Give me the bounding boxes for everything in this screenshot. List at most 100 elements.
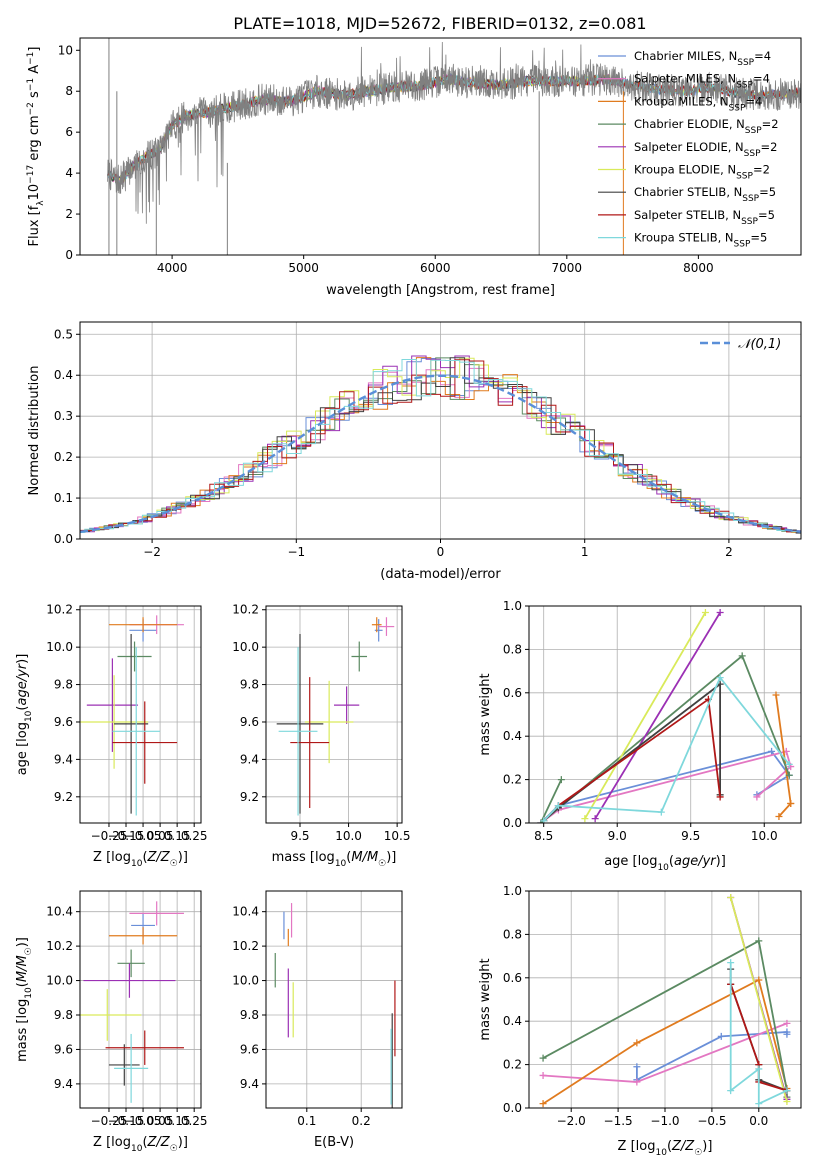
mass-weight-vs-metallicity-panel: −2.0 −1.5 −1.0 −0.5 0.0 0.0 0.2 0.4 0.6 0.8 1.0 Z [… [478,884,802,1158]
spectrum-plot-area [107,38,801,255]
histogram-plot-area [80,355,801,534]
y-tick-label: 9.4 [240,752,259,766]
legend-label: Chabrier ELODIE, NSSP=2 [634,117,779,136]
age-vs-mass-panel: 9.5 10.0 10.5 9.2 9.4 9.6 9.8 10.0 10.2 mass [log… [232,603,410,869]
y-tick-label: 1.0 [503,884,522,898]
plot-area [537,609,795,823]
x-tick-label: −0.5 [697,1114,726,1128]
plot-area [80,901,184,1103]
y-tick-label: 10.4 [46,905,73,919]
x-tick-label: −0.15 [108,829,145,843]
data-marker [727,894,735,902]
data-marker [768,747,776,755]
legend-label: Kroupa ELODIE, NSSP=2 [634,163,770,182]
x-axis-label: wavelength [Angstrom, rest frame] [326,283,555,298]
y-tick-label: 9.6 [240,715,259,729]
x-axis-label: Z [log10(Z/Z☉)] [618,1139,713,1158]
x-tick-label: 0.15 [164,829,191,843]
y-tick-label: 9.8 [54,678,73,692]
data-marker [753,793,761,801]
data-marker [633,1078,641,1086]
x-axis-label: Z [log10(Z/Z☉)] [93,850,188,869]
data-marker [783,1087,791,1095]
data-marker [717,1032,725,1040]
x-tick-label: 7000 [552,261,583,275]
spectrum-panel: 4000 5000 6000 7000 8000 0 2 4 6 8 10 wavelength [A… [26,37,802,298]
mass-weight-line-kroupa-miles [542,978,788,1105]
data-marker [581,815,589,823]
y-tick-label: 9.4 [54,752,73,766]
y-tick-label: 0.5 [54,327,73,341]
data-marker [591,815,599,823]
data-marker [657,808,665,816]
y-tick-label: 0 [65,248,73,262]
legend-label: Chabrier STELIB, NSSP=5 [634,185,776,204]
y-axis-label: Normed distribution [27,366,42,496]
y-tick-label: 10.2 [232,939,259,953]
x-tick-label: −0.15 [108,1114,145,1128]
axes-frame [265,890,403,1109]
mass-weight-line-kroupa-elodie [729,897,788,1102]
x-tick-label: 0.25 [181,829,208,843]
legend-label: Salpeter MILES, NSSP=4 [634,72,770,91]
x-tick-label: 4000 [157,261,188,275]
data-marker [539,1100,547,1108]
x-axis-label: mass [log10(M/M☉)] [272,850,397,869]
data-marker [755,1100,763,1108]
y-tick-label: 6 [65,125,73,139]
x-tick-label: 5000 [288,261,319,275]
mass-weight-line-chabrier-elodie [539,654,791,823]
y-tick-label: 0.0 [503,1101,522,1115]
x-tick-label: −0.05 [125,1114,162,1128]
y-tick-label: 0.8 [503,927,522,941]
data-marker [539,1071,547,1079]
x-tick-label: −1.0 [650,1114,679,1128]
x-tick-label: 1 [581,545,589,559]
mass-weight-line-salpeter-miles [540,750,792,823]
data-marker [554,802,562,810]
y-tick-label: 10.0 [232,974,259,988]
x-tick-label: 6000 [420,261,451,275]
x-tick-label: 10.0 [335,829,362,843]
y-tick-label: 0.0 [54,532,73,546]
legend-label: Salpeter STELIB, NSSP=5 [634,208,775,227]
x-tick-label: 10.5 [384,829,411,843]
data-marker [755,1065,763,1073]
x-tick-label: 0.1 [297,1114,316,1128]
y-tick-label: 9.4 [240,1077,259,1091]
x-tick-label: −0.05 [125,829,162,843]
y-tick-label: 9.4 [54,1077,73,1091]
x-tick-label: 0.05 [147,829,174,843]
y-tick-label: 9.6 [54,1042,73,1056]
legend-label: Kroupa MILES, NSSP=4 [634,94,762,113]
histogram-salpeter-stelib [80,359,801,534]
y-tick-label: 9.8 [240,678,259,692]
legend-label: Salpeter ELODIE, NSSP=2 [634,140,777,159]
data-marker [755,976,763,984]
x-tick-label: 0 [437,545,445,559]
data-marker [716,674,724,682]
x-tick-label: 9.0 [608,829,627,843]
x-tick-label: −0.25 [91,829,128,843]
data-marker [783,1097,791,1105]
data-marker [633,1063,641,1071]
y-tick-label: 9.2 [240,790,259,804]
y-tick-label: 0.4 [503,729,522,743]
x-tick-label: 9.5 [290,829,309,843]
x-tick-label: −1.5 [604,1114,633,1128]
data-marker [785,760,793,768]
y-tick-label: 9.8 [240,1008,259,1022]
x-tick-label: 0.25 [181,1114,208,1128]
mass-weight-vs-age-panel: 8.5 9.0 9.5 10.0 0.0 0.2 0.4 0.6 0.8 1.0 age [log1… [478,599,802,873]
x-axis-label: age [log10(age/yr)] [604,854,726,873]
x-axis-label: E(B-V) [314,1135,354,1150]
y-tick-label: 9.6 [54,715,73,729]
y-tick-label: 8 [65,84,73,98]
x-tick-label: 0.2 [352,1114,371,1128]
age-vs-metallicity-panel: −0.25−0.15−0.050.050.150.25 9.2 9.4 9.6 9.8 1… [15,603,208,869]
x-tick-label: 10.0 [751,829,778,843]
x-tick-label: −1 [287,545,305,559]
axes-frame [265,605,403,824]
y-tick-label: 10.0 [46,974,73,988]
plot-area [276,617,395,816]
